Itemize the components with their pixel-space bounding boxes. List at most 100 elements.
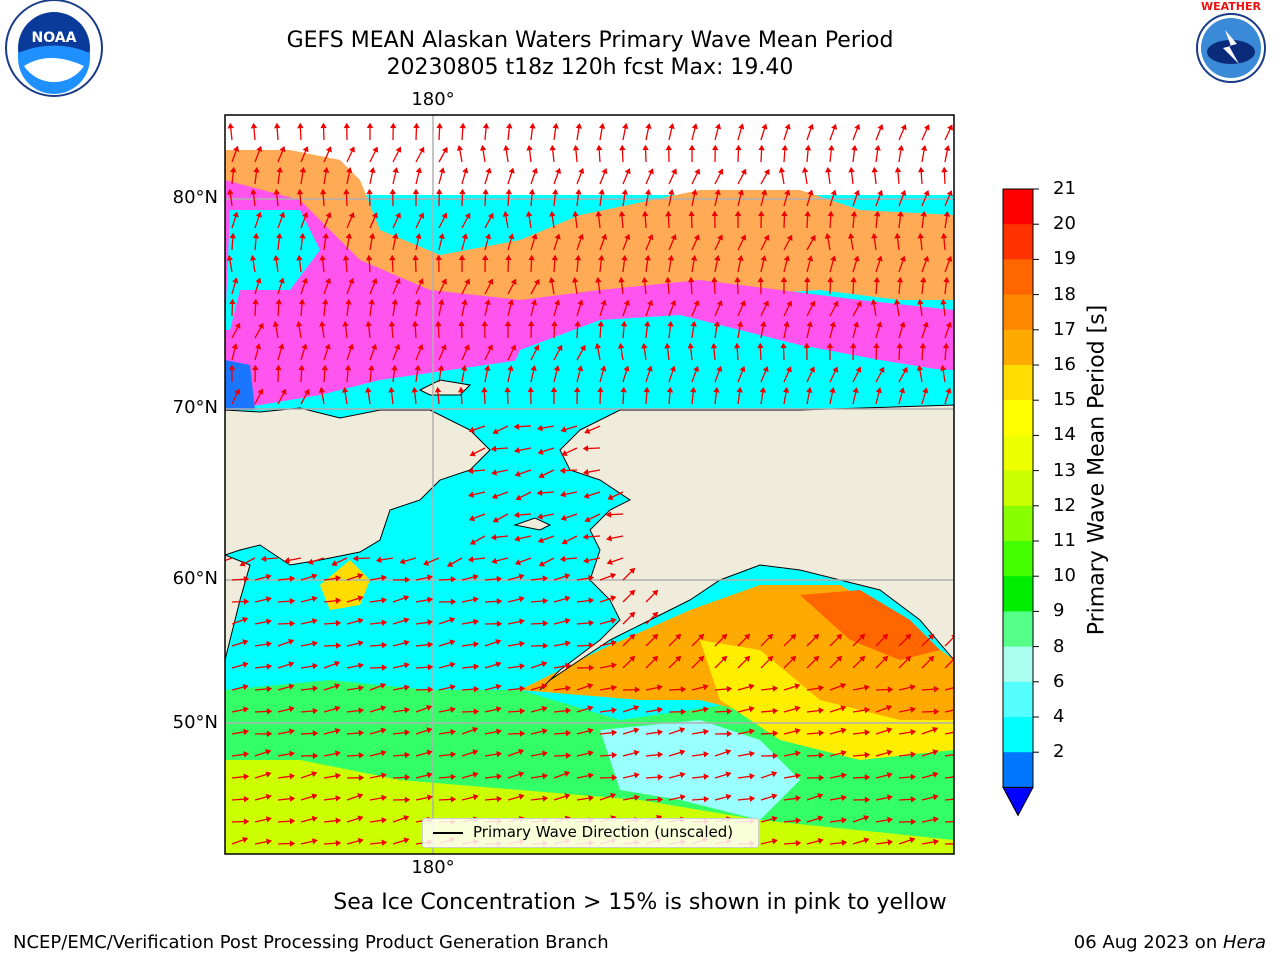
wave-arrow-head	[227, 188, 234, 195]
wave-arrow-head	[302, 211, 309, 219]
wave-arrow-head	[518, 748, 525, 755]
wave-arrow-head	[505, 188, 512, 195]
colorbar-segment	[1003, 646, 1033, 683]
wave-arrow-head	[404, 684, 410, 691]
wave-arrow-head	[467, 467, 474, 475]
wave-arrow-head	[717, 168, 724, 175]
wave-arrow-head	[561, 450, 568, 456]
wave-arrow-head	[703, 706, 709, 713]
wave-arrow-head	[584, 427, 591, 434]
wave-arrow-head	[807, 189, 814, 196]
wave-arrow-head	[875, 387, 882, 394]
wave-arrow-head	[334, 683, 341, 690]
wave-arrow-head	[503, 144, 510, 151]
legend-label: Primary Wave Direction (unscaled)	[473, 823, 734, 841]
colorbar-tick-label: 6	[1053, 670, 1065, 692]
wave-arrow-head	[619, 144, 626, 151]
wave-arrow-head	[771, 793, 778, 800]
wave-arrow-head	[549, 210, 556, 217]
wave-arrow-head	[606, 535, 612, 542]
colorbar	[1002, 188, 1039, 817]
wave-arrow-head	[680, 686, 687, 693]
wave-arrow-head	[932, 726, 939, 733]
wave-arrow-head	[633, 727, 640, 734]
wave-arrow-head	[345, 298, 352, 305]
wave-arrow-head	[234, 322, 241, 330]
wave-arrow-head	[583, 557, 589, 564]
wave-arrow-head	[266, 663, 273, 670]
wave-arrow-head	[468, 426, 475, 433]
wave-arrow-head	[620, 320, 628, 327]
wave-arrow-head	[366, 254, 373, 261]
wave-arrow-head	[564, 793, 571, 800]
wave-arrow-head	[250, 122, 258, 129]
wave-arrow-head	[403, 662, 410, 669]
wave-arrow-head	[647, 234, 654, 241]
wave-arrow-head	[917, 298, 924, 305]
wave-arrow-head	[243, 751, 250, 758]
wave-arrow-head	[368, 298, 375, 305]
wave-arrow-head	[302, 146, 309, 153]
wave-arrow-head	[249, 254, 257, 261]
wave-arrow-head	[633, 705, 640, 712]
wave-arrow-head	[864, 729, 871, 736]
wave-arrow-head	[871, 232, 878, 239]
wave-arrow-head	[507, 299, 514, 306]
wave-arrow-head	[365, 386, 372, 393]
wave-arrow-head	[855, 300, 862, 308]
wave-arrow-head	[531, 167, 538, 174]
wave-arrow-head	[725, 771, 732, 778]
wave-arrow-head	[357, 573, 364, 580]
wave-arrow-head	[818, 752, 825, 759]
wave-arrow-head	[438, 299, 445, 305]
wave-arrow-head	[513, 423, 520, 430]
wave-arrow-head	[781, 144, 788, 151]
wave-arrow-head	[905, 633, 912, 640]
colorbar-tick-label: 13	[1053, 459, 1076, 481]
wave-arrow-head	[375, 556, 382, 564]
wave-arrow-head	[565, 662, 572, 670]
wave-arrow-head	[312, 685, 319, 692]
wave-arrow-head	[252, 364, 259, 371]
wave-arrow-head	[910, 796, 917, 803]
wave-arrow-head	[679, 727, 686, 734]
wave-arrow-head	[716, 300, 723, 307]
wave-arrow-head	[473, 708, 480, 715]
wave-arrow-head	[703, 773, 710, 780]
wave-arrow-head	[711, 210, 718, 217]
wave-arrow-head	[597, 320, 604, 327]
wave-arrow-head	[426, 704, 433, 711]
wave-arrow-head	[357, 617, 364, 624]
wave-arrow-head	[358, 774, 365, 781]
wave-arrow-head	[587, 727, 594, 734]
lat-label-50: 50°N	[172, 712, 218, 733]
wave-arrow-head	[492, 428, 499, 435]
wave-arrow-head	[481, 320, 488, 327]
wave-arrow-head	[785, 366, 792, 373]
lon-label-top: 180°	[411, 89, 455, 110]
wave-arrow-head	[357, 793, 364, 800]
wave-arrow-head	[357, 640, 364, 647]
wave-arrow-head	[298, 298, 306, 305]
wave-arrow-head	[577, 365, 584, 372]
wave-arrow-head	[624, 168, 631, 175]
wave-arrow-head	[807, 255, 814, 262]
wave-arrow-head	[502, 210, 510, 217]
wave-arrow-head	[412, 254, 419, 261]
wave-arrow-head	[288, 683, 295, 690]
wave-arrow-head	[646, 365, 653, 372]
wave-arrow-head	[848, 166, 855, 173]
wave-arrow-head	[851, 144, 858, 151]
wave-arrow-head	[744, 655, 751, 662]
wave-arrow-head	[381, 839, 388, 846]
wave-arrow-head	[809, 300, 816, 307]
wave-arrow	[944, 820, 954, 823]
wave-arrow-head	[297, 122, 304, 129]
wave-arrow-head	[414, 364, 421, 371]
wave-arrow-head	[664, 342, 671, 349]
legend-line-swatch	[433, 832, 463, 834]
wave-arrow-head	[657, 684, 663, 691]
wave-arrow-head	[836, 655, 843, 662]
wave-arrow-head	[537, 537, 544, 544]
colorbar-segment	[1003, 400, 1033, 436]
